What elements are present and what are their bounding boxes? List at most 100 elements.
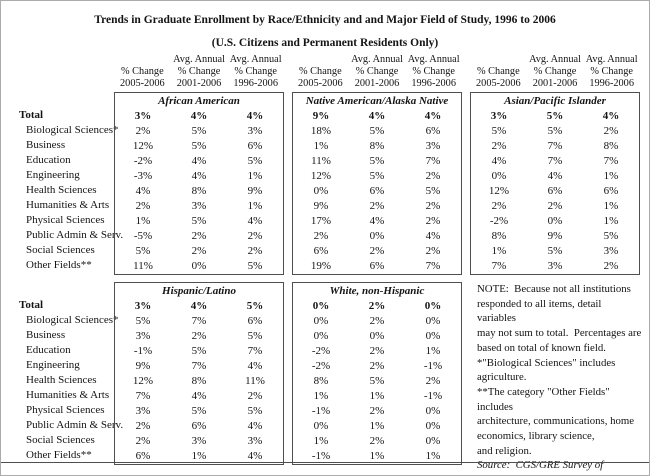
data-cell: 6% — [247, 315, 263, 327]
data-cell: 19% — [310, 260, 332, 272]
column-header-line: 2001-2006 — [176, 78, 222, 89]
table-row: -1% 1% 1% — [293, 449, 461, 464]
row-label: Humanities & Arts — [26, 389, 110, 401]
data-cell: -2% — [311, 345, 331, 357]
data-cell: 0% — [313, 185, 329, 197]
data-cell: 1% — [425, 450, 441, 462]
data-cell: 8% — [603, 140, 619, 152]
data-cell: 5% — [547, 125, 563, 137]
column-header-block: % Change 2005-2006 Avg. Annual% Change 2001… — [470, 54, 640, 90]
column-header-line: 2005-2006 — [298, 78, 343, 89]
row-label: Other Fields** — [26, 259, 92, 271]
data-cell: 3% — [425, 140, 441, 152]
column-header: % Change 2005-2006 — [292, 54, 349, 90]
data-cell: -2% — [489, 215, 509, 227]
table-row: 2% 3% 3% — [115, 434, 283, 449]
data-cell: 2% — [369, 435, 385, 447]
notes-block: NOTE: Because not all institutions respon… — [470, 282, 642, 475]
row-label-column: Total Biological Sciences* Business Educati… — [1, 282, 123, 475]
data-cell: 8% — [191, 185, 207, 197]
table-row: 2% 2% 1% — [471, 199, 639, 214]
column-header-line: % Change — [234, 66, 277, 77]
data-cell: 4% — [191, 170, 207, 182]
column-header-line: 2001-2006 — [532, 78, 578, 89]
data-cell: 0% — [425, 330, 441, 342]
column-header-line: % Change — [299, 66, 342, 77]
table-section-top: Total Biological Sciences* Business Educati… — [1, 92, 649, 275]
group-box: Hispanic/Latino 3% 4% 5% 5% 7% 6% 3% 2% 5% -1% 5% 7%… — [114, 282, 284, 465]
note-line: responded to all items, detail variables — [477, 297, 605, 325]
data-cell: 2% — [425, 170, 441, 182]
column-header: % Change 2005-2006 — [470, 54, 527, 90]
table-row: 2% 6% 4% — [115, 419, 283, 434]
data-cell: 3% — [191, 200, 207, 212]
data-cell: 7% — [191, 315, 207, 327]
data-cell: 2% — [491, 200, 507, 212]
group-box: African American 3% 4% 4% 2% 5% 3% 12% 5% 6% -2% 4%… — [114, 92, 284, 275]
data-cell: 1% — [369, 420, 385, 432]
column-header-line — [292, 54, 349, 66]
data-cell: 2% — [191, 230, 207, 242]
note-line: may not sum to total. Percentages are — [477, 327, 642, 340]
table-row: 1% 8% 3% — [293, 139, 461, 154]
table-row: 2% 5% 3% — [115, 124, 283, 139]
column-header-line: Avg. Annual — [407, 54, 460, 65]
data-cell: -1% — [423, 360, 443, 372]
row-label: Health Sciences — [26, 374, 97, 386]
data-cell: 11% — [311, 155, 331, 167]
data-cell: 8% — [491, 230, 507, 242]
data-cell: 0% — [312, 300, 330, 312]
table-row: 5% 2% 2% — [115, 244, 283, 259]
data-cell: 2% — [425, 375, 441, 387]
data-cell: 1% — [603, 215, 619, 227]
data-cell: 5% — [425, 185, 441, 197]
data-cell: 1% — [313, 390, 329, 402]
table-row: 11% 0% 5% — [115, 259, 283, 274]
data-cell: 2% — [247, 230, 263, 242]
data-cell: 1% — [191, 450, 207, 462]
data-cell: 2% — [369, 360, 385, 372]
row-label: Biological Sciences* — [26, 124, 119, 136]
data-cell: 3% — [490, 110, 508, 122]
data-cell: 4% — [547, 170, 563, 182]
row-label: Engineering — [26, 359, 80, 371]
data-cell: 1% — [135, 215, 151, 227]
data-cell: 7% — [547, 155, 563, 167]
data-cell: 5% — [546, 110, 564, 122]
data-cell: 5% — [247, 405, 263, 417]
data-cell: 5% — [191, 345, 207, 357]
column-header: Avg. Annual% Change 1996-2006 — [583, 54, 640, 90]
data-cell: 2% — [369, 245, 385, 257]
data-cell: 7% — [191, 360, 207, 372]
table-row: 6% 1% 4% — [115, 449, 283, 464]
data-cell: 7% — [491, 260, 507, 272]
data-cell: 2% — [425, 215, 441, 227]
data-cell: -2% — [311, 360, 331, 372]
column-header-line: 2005-2006 — [120, 78, 165, 89]
data-cell: 4% — [191, 390, 207, 402]
table-row: 8% 9% 5% — [471, 229, 639, 244]
data-cell: 2% — [425, 245, 441, 257]
data-cell: 2% — [191, 330, 207, 342]
column-header-line — [114, 54, 171, 66]
data-cell: 6% — [369, 185, 385, 197]
group-title: White, non-Hispanic — [329, 285, 425, 297]
table-row: 3% 5% 4% — [471, 109, 639, 124]
column-header: Avg. Annual% Change 2001-2006 — [527, 54, 584, 90]
group-box: Asian/Pacific Islander 3% 5% 4% 5% 5% 2% 2% 7% 8%… — [470, 92, 640, 275]
data-cell: 0% — [547, 215, 563, 227]
data-cell: 18% — [310, 125, 332, 137]
data-cell: 5% — [191, 215, 207, 227]
data-cell: 3% — [135, 330, 151, 342]
data-cell: 2% — [135, 200, 151, 212]
data-cell: 17% — [310, 215, 332, 227]
data-cell: 4% — [247, 360, 263, 372]
label-spacer — [1, 282, 114, 298]
data-cell: 9% — [135, 360, 151, 372]
data-cell: 12% — [488, 185, 510, 197]
column-header-line: Avg. Annual — [229, 54, 282, 65]
page-title: Trends in Graduate Enrollment by Race/Et… — [94, 14, 556, 26]
data-cell: 4% — [190, 300, 208, 312]
data-cell: 4% — [190, 110, 208, 122]
table-row: 3% 2% 5% — [115, 329, 283, 344]
